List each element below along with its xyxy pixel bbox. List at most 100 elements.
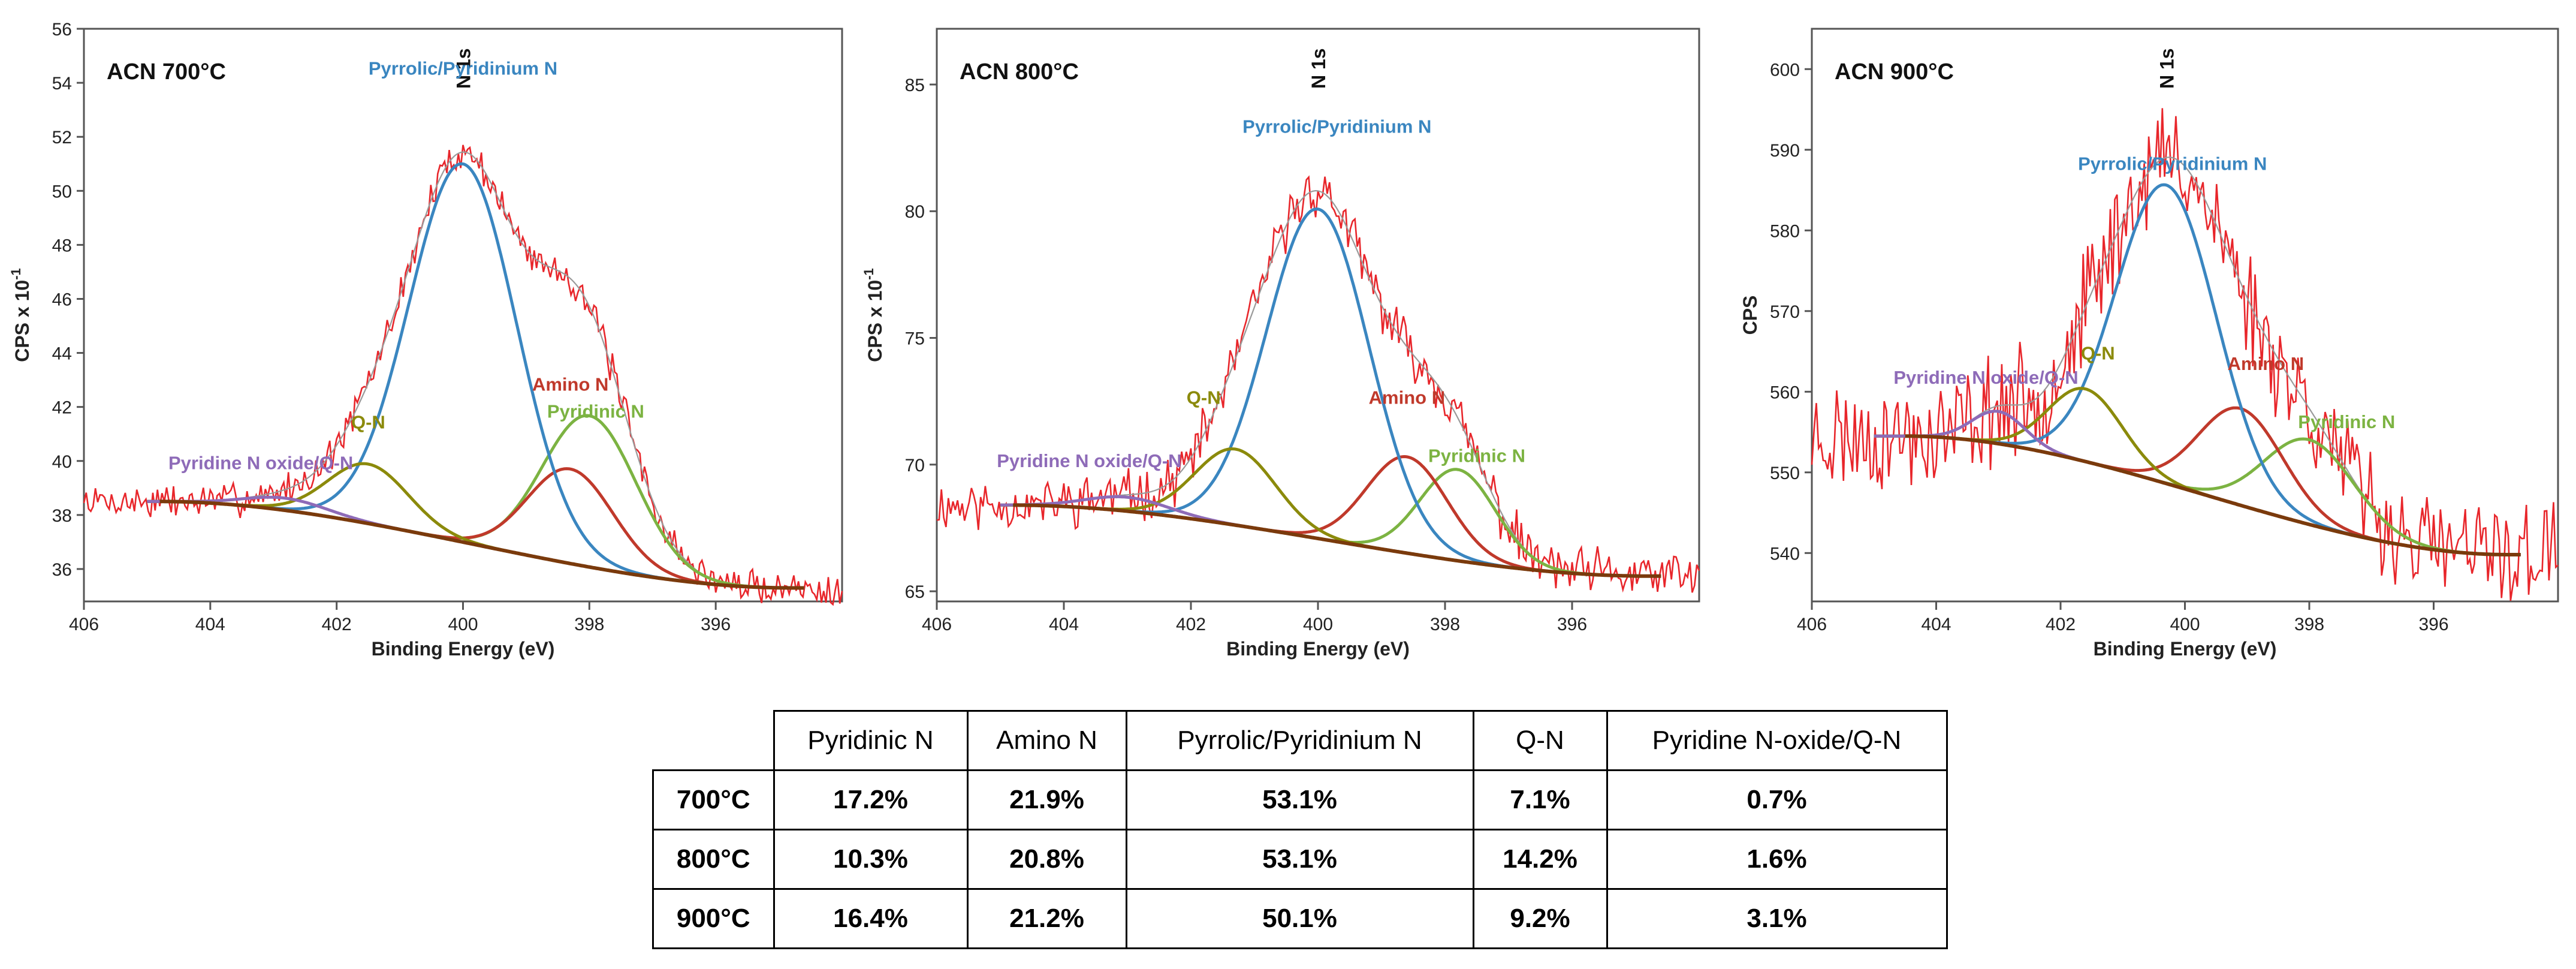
chart-1: 406 404 402 400 398 396 36 38 40 42 44 46 48 50 52 54 56… bbox=[8, 20, 843, 660]
table-cell: 1.6% bbox=[1606, 829, 1948, 890]
header-amino: Amino N bbox=[966, 710, 1127, 771]
x-tick-label: 400 bbox=[1303, 615, 1333, 634]
envelope-line bbox=[147, 151, 804, 589]
y-tick-label: 50 bbox=[52, 182, 72, 201]
x-tick-label: 404 bbox=[1049, 615, 1079, 634]
y-tick-label: 600 bbox=[1770, 60, 1800, 80]
raw-data-line bbox=[83, 145, 843, 606]
table-row: 700°C 17.2% 21.9% 53.1% 7.1% 0.7% bbox=[652, 769, 1948, 830]
x-axis-label: Binding Energy (eV) bbox=[2094, 638, 2277, 660]
y-tick-label: 590 bbox=[1770, 141, 1800, 161]
label-q-n: Q-N bbox=[2081, 342, 2115, 363]
x-tick-label: 406 bbox=[922, 615, 952, 634]
y-tick-label: 70 bbox=[905, 456, 925, 476]
y-axis-label: CPS bbox=[1739, 296, 1761, 335]
chart-title: ACN 700°C bbox=[107, 59, 226, 85]
background-line bbox=[1905, 434, 2521, 556]
peak-label: N 1s bbox=[1308, 48, 1329, 89]
table-cell: 14.2% bbox=[1472, 829, 1608, 890]
label-pyrrolic-pyridinium-n: Pyrrolic/Pyridinium N bbox=[2078, 153, 2267, 174]
y-tick-label: 80 bbox=[905, 202, 925, 222]
y-tick-label: 46 bbox=[52, 290, 72, 309]
x-axis-label: Binding Energy (eV) bbox=[372, 638, 555, 660]
y-tick-label: 54 bbox=[52, 74, 72, 94]
plot-frame bbox=[936, 28, 1700, 603]
x-tick-label: 402 bbox=[2046, 615, 2076, 634]
label-pyrrolic-pyridinium-n: Pyrrolic/Pyridinium N bbox=[1242, 116, 1431, 137]
raw-data-line bbox=[1811, 108, 2559, 601]
table-cell: 53.1% bbox=[1125, 769, 1474, 830]
label-q-n: Q-N bbox=[351, 412, 385, 433]
y-tick-label: 40 bbox=[52, 452, 72, 472]
label-pyridine-n-oxide-q-n: Pyridine N oxide/Q-N bbox=[1893, 367, 2078, 388]
y-axis-label: CPS x 10-1 bbox=[8, 268, 33, 362]
label-amino-n: Amino N bbox=[2228, 353, 2304, 374]
chart-title: ACN 900°C bbox=[1835, 59, 1954, 85]
background-line bbox=[159, 499, 804, 590]
envelope-line bbox=[1874, 157, 2521, 556]
table-row: 900°C 16.4% 21.2% 50.1% 9.2% 3.1% bbox=[652, 888, 1948, 949]
x-tick-label: 404 bbox=[195, 615, 225, 634]
table-cell: 20.8% bbox=[966, 829, 1127, 890]
table-cell: 21.2% bbox=[966, 888, 1127, 949]
table-corner bbox=[653, 711, 774, 771]
table-row: 800°C 10.3% 20.8% 53.1% 14.2% 1.6% bbox=[652, 829, 1948, 890]
peak-label: N 1s bbox=[453, 48, 475, 89]
y-tick-label: 48 bbox=[52, 236, 72, 255]
x-axis-label: Binding Energy (eV) bbox=[1226, 638, 1410, 660]
label-q-n: Q-N bbox=[1187, 387, 1221, 408]
table-cell: 21.9% bbox=[966, 769, 1127, 830]
x-tick-label: 402 bbox=[1176, 615, 1206, 634]
table-cell: 16.4% bbox=[773, 888, 969, 949]
y-tick-label: 36 bbox=[52, 560, 72, 580]
y-tick-label: 52 bbox=[52, 128, 72, 148]
row-label-800: 800°C bbox=[652, 829, 775, 890]
header-qn: Q-N bbox=[1472, 710, 1608, 771]
x-tick-label: 400 bbox=[2170, 615, 2200, 634]
x-tick-label: 396 bbox=[701, 615, 731, 634]
component-amino-n bbox=[147, 467, 804, 589]
y-tick-label: 56 bbox=[52, 20, 72, 40]
header-pyridinic: Pyridinic N bbox=[773, 710, 969, 771]
component-pyrrolic-pyridinium-n bbox=[147, 162, 804, 589]
component-q-n bbox=[147, 462, 804, 589]
x-tick-label: 404 bbox=[1921, 615, 1951, 634]
component-amino-n bbox=[1000, 455, 1661, 578]
label-pyridine-n-oxide-q-n: Pyridine N oxide/Q-N bbox=[997, 450, 1181, 471]
envelope-line bbox=[1000, 189, 1661, 577]
xps-charts: 406 404 402 400 398 396 36 38 40 42 44 46 48 50 52 54 56… bbox=[8, 20, 2559, 660]
label-amino-n: Amino N bbox=[532, 374, 608, 395]
y-tick-label: 550 bbox=[1770, 464, 1800, 483]
table-cell: 53.1% bbox=[1125, 829, 1474, 890]
label-pyridinic-n: Pyridinic N bbox=[547, 401, 644, 422]
x-tick-label: 396 bbox=[1557, 615, 1587, 634]
row-label-700: 700°C bbox=[652, 769, 775, 830]
nitrogen-species-table: Pyridinic N Amino N Pyrrolic/Pyridinium … bbox=[652, 710, 1948, 949]
plot-frame bbox=[1811, 28, 2559, 603]
y-tick-label: 38 bbox=[52, 506, 72, 526]
x-tick-label: 400 bbox=[448, 615, 478, 634]
y-axis-label: CPS x 10-1 bbox=[861, 268, 886, 362]
table-cell: 17.2% bbox=[773, 769, 969, 830]
x-tick-label: 406 bbox=[1797, 615, 1827, 634]
background-line bbox=[1013, 503, 1661, 578]
table-header-row: Pyridinic N Amino N Pyrrolic/Pyridinium … bbox=[653, 710, 1948, 771]
label-pyridinic-n: Pyridinic N bbox=[2298, 411, 2395, 432]
label-pyridine-n-oxide-q-n: Pyridine N oxide/Q-N bbox=[168, 452, 353, 473]
component-pyrrolic-pyridinium-n bbox=[1000, 207, 1661, 578]
x-tick-label: 402 bbox=[322, 615, 352, 634]
row-label-900: 900°C bbox=[652, 888, 775, 949]
chart-2: 406 404 402 400 398 396 65 70 75 80 85 Binding Ener… bbox=[861, 28, 1700, 660]
chart-title: ACN 800°C bbox=[960, 59, 1079, 85]
x-tick-label: 398 bbox=[1430, 615, 1460, 634]
y-tick-label: 44 bbox=[52, 344, 72, 364]
y-tick-label: 85 bbox=[905, 76, 925, 95]
table-cell: 3.1% bbox=[1606, 888, 1948, 949]
plot-frame bbox=[83, 28, 843, 603]
table-cell: 7.1% bbox=[1472, 769, 1608, 830]
table-cell: 50.1% bbox=[1125, 888, 1474, 949]
x-tick-label: 406 bbox=[69, 615, 99, 634]
x-tick-label: 398 bbox=[574, 615, 604, 634]
y-tick-label: 75 bbox=[905, 329, 925, 349]
label-pyrrolic-pyridinium-n: Pyrrolic/Pyridinium N bbox=[369, 58, 557, 79]
